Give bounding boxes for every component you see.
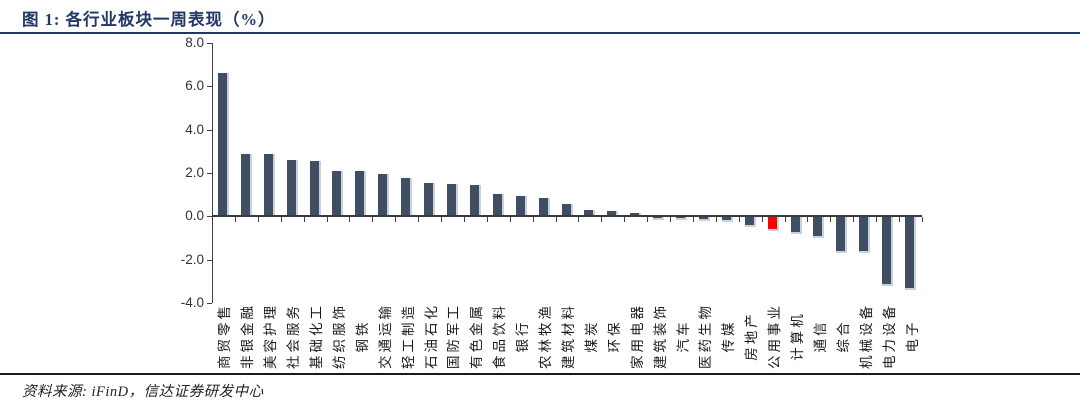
- x-axis-tick: [326, 217, 328, 223]
- x-axis-tick: [624, 217, 626, 223]
- x-axis-tick: [876, 217, 878, 223]
- chart-bar: [332, 170, 344, 217]
- chart-bar: [698, 216, 710, 221]
- x-axis-tick: [280, 217, 282, 223]
- y-axis-line: [212, 43, 213, 303]
- zero-line: [212, 215, 922, 218]
- x-axis-tick: [303, 217, 305, 223]
- y-axis-tick-label: 2.0: [185, 165, 204, 180]
- x-axis-tick: [257, 217, 259, 223]
- x-axis-tick: [418, 217, 420, 223]
- x-axis-tick: [395, 217, 397, 223]
- x-axis-tick: [349, 217, 351, 223]
- chart-bar: [584, 209, 596, 217]
- chart-bar: [424, 182, 436, 217]
- chart-bar: [217, 73, 229, 217]
- y-axis-tick: [207, 303, 212, 304]
- x-axis-tick: [486, 217, 488, 223]
- x-axis-tick: [692, 217, 694, 223]
- x-axis-tick: [807, 217, 809, 223]
- x-axis-tick: [670, 217, 672, 223]
- x-axis-tick: [372, 217, 374, 223]
- y-axis-tick: [207, 216, 212, 218]
- chart-bar: [378, 174, 390, 217]
- y-axis-tick-label: 6.0: [185, 78, 204, 94]
- figure-title: 图 1: 各行业板块一周表现（%）: [22, 10, 276, 29]
- x-axis-tick: [738, 217, 740, 223]
- chart-bar: [561, 204, 573, 217]
- x-axis-tick: [578, 217, 580, 223]
- x-axis-tick: [853, 217, 855, 223]
- chart-bar: [813, 216, 825, 238]
- chart-bar: [721, 216, 733, 222]
- y-axis-tick-label: -2.0: [180, 251, 204, 267]
- chart-bar: [607, 210, 619, 217]
- y-axis-tick: [207, 173, 212, 174]
- x-axis-tick: [234, 217, 236, 223]
- figure-footer: 资料来源: iFinD，信达证券研发中心: [0, 373, 1080, 401]
- y-axis-tick: [207, 259, 212, 261]
- chart-bar: [538, 197, 550, 217]
- chart-bar: [515, 195, 527, 217]
- chart-bar: [790, 216, 802, 234]
- x-axis-tick: [922, 217, 923, 223]
- chart-bar: [309, 161, 321, 217]
- x-axis-tick: [715, 217, 717, 223]
- x-axis-tick: [784, 217, 786, 223]
- chart-bar: [446, 183, 458, 217]
- x-axis-tick: [647, 217, 649, 223]
- chart-bar: [676, 216, 688, 220]
- chart-bar: [286, 160, 298, 217]
- x-axis-tick: [532, 217, 534, 223]
- y-axis-tick-label: 4.0: [185, 121, 204, 137]
- chart-bar: [905, 216, 917, 290]
- y-axis-tick-label: 8.0: [185, 35, 204, 50]
- chart-bar: [836, 216, 848, 254]
- x-axis-tick: [555, 217, 557, 223]
- y-axis-tick: [207, 86, 212, 88]
- chart-bar: [744, 216, 756, 228]
- chart-bar: [882, 216, 894, 286]
- chart-bar: [630, 213, 642, 217]
- x-axis-tick: [463, 217, 465, 223]
- x-axis-tick: [441, 217, 443, 223]
- chart-bar: [653, 216, 665, 220]
- x-axis-tick: [899, 217, 901, 223]
- y-axis-tick-label: 0.0: [185, 208, 204, 224]
- chart-bar: [401, 178, 413, 217]
- chart-bar: [469, 184, 481, 217]
- x-axis-tick: [601, 217, 603, 223]
- y-axis-tick-label: -4.0: [180, 295, 204, 310]
- figure-header: 图 1: 各行业板块一周表现（%）: [0, 0, 1080, 34]
- chart-bar: [492, 193, 504, 217]
- chart-bar: [767, 216, 779, 232]
- y-axis-tick: [207, 129, 212, 131]
- chart-bar: [263, 153, 275, 217]
- x-axis-tick: [212, 217, 213, 223]
- x-axis-tick: [509, 217, 511, 223]
- x-axis-tick: [830, 217, 832, 223]
- chart-bar: [355, 170, 367, 217]
- y-axis-tick: [207, 43, 212, 44]
- chart-bar: [240, 153, 252, 217]
- x-axis-tick: [761, 217, 763, 223]
- chart-bar: [859, 216, 871, 254]
- source-note: 资料来源: iFinD，信达证券研发中心: [22, 384, 264, 400]
